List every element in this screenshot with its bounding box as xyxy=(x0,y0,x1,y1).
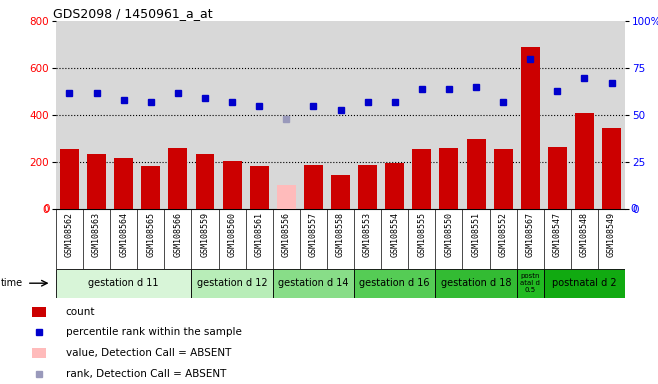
Text: gestation d 14: gestation d 14 xyxy=(278,278,349,288)
Text: GSM108565: GSM108565 xyxy=(146,212,155,257)
Text: GSM108550: GSM108550 xyxy=(444,212,453,257)
Text: GSM108552: GSM108552 xyxy=(499,212,507,257)
Bar xyxy=(191,269,273,298)
Bar xyxy=(222,161,241,209)
Bar xyxy=(354,269,436,298)
Bar xyxy=(385,164,404,209)
Text: gestation d 18: gestation d 18 xyxy=(441,278,511,288)
Text: count: count xyxy=(66,307,95,317)
Text: GSM108559: GSM108559 xyxy=(201,212,209,257)
Bar xyxy=(87,154,106,209)
Text: GSM108549: GSM108549 xyxy=(607,212,616,257)
Bar xyxy=(141,166,161,209)
Bar xyxy=(548,147,567,209)
Bar xyxy=(494,149,513,209)
Text: GSM108561: GSM108561 xyxy=(255,212,264,257)
Bar xyxy=(358,165,377,209)
Text: gestation d 16: gestation d 16 xyxy=(359,278,430,288)
Bar xyxy=(440,148,459,209)
Text: value, Detection Call = ABSENT: value, Detection Call = ABSENT xyxy=(66,348,231,358)
Bar xyxy=(32,348,46,358)
Bar xyxy=(520,47,540,209)
Text: 0: 0 xyxy=(631,204,638,214)
Text: percentile rank within the sample: percentile rank within the sample xyxy=(66,328,241,338)
Bar xyxy=(304,165,323,209)
Text: GSM108567: GSM108567 xyxy=(526,212,535,257)
Bar xyxy=(195,154,215,209)
Text: GSM108562: GSM108562 xyxy=(65,212,74,257)
Text: GSM108556: GSM108556 xyxy=(282,212,291,257)
Bar xyxy=(56,269,191,298)
Text: gestation d 11: gestation d 11 xyxy=(88,278,159,288)
Bar xyxy=(331,175,350,209)
Bar xyxy=(436,269,517,298)
Bar xyxy=(32,307,46,317)
Text: rank, Detection Call = ABSENT: rank, Detection Call = ABSENT xyxy=(66,369,226,379)
Text: GSM108554: GSM108554 xyxy=(390,212,399,257)
Text: GSM108547: GSM108547 xyxy=(553,212,562,257)
Bar xyxy=(544,269,625,298)
Bar xyxy=(517,269,544,298)
Text: GSM108548: GSM108548 xyxy=(580,212,589,257)
Text: GSM108558: GSM108558 xyxy=(336,212,345,257)
Text: GSM108551: GSM108551 xyxy=(472,212,480,257)
Text: GDS2098 / 1450961_a_at: GDS2098 / 1450961_a_at xyxy=(53,7,213,20)
Text: GSM108563: GSM108563 xyxy=(92,212,101,257)
Text: gestation d 12: gestation d 12 xyxy=(197,278,267,288)
Text: GSM108557: GSM108557 xyxy=(309,212,318,257)
Text: GSM108564: GSM108564 xyxy=(119,212,128,257)
Bar xyxy=(413,149,431,209)
Text: postnatal d 2: postnatal d 2 xyxy=(552,278,617,288)
Bar xyxy=(60,149,79,209)
Text: GSM108560: GSM108560 xyxy=(228,212,237,257)
Text: GSM108555: GSM108555 xyxy=(417,212,426,257)
Text: 0: 0 xyxy=(43,204,50,214)
Text: time: time xyxy=(1,278,23,288)
Bar xyxy=(277,185,296,209)
Bar xyxy=(250,166,268,209)
Bar xyxy=(114,157,133,209)
Text: GSM108553: GSM108553 xyxy=(363,212,372,257)
Text: GSM108566: GSM108566 xyxy=(174,212,182,257)
Bar xyxy=(602,128,621,209)
Bar xyxy=(575,113,594,209)
Bar xyxy=(273,269,354,298)
Bar xyxy=(467,139,486,209)
Text: postn
atal d
0.5: postn atal d 0.5 xyxy=(520,273,540,293)
Bar xyxy=(168,148,188,209)
